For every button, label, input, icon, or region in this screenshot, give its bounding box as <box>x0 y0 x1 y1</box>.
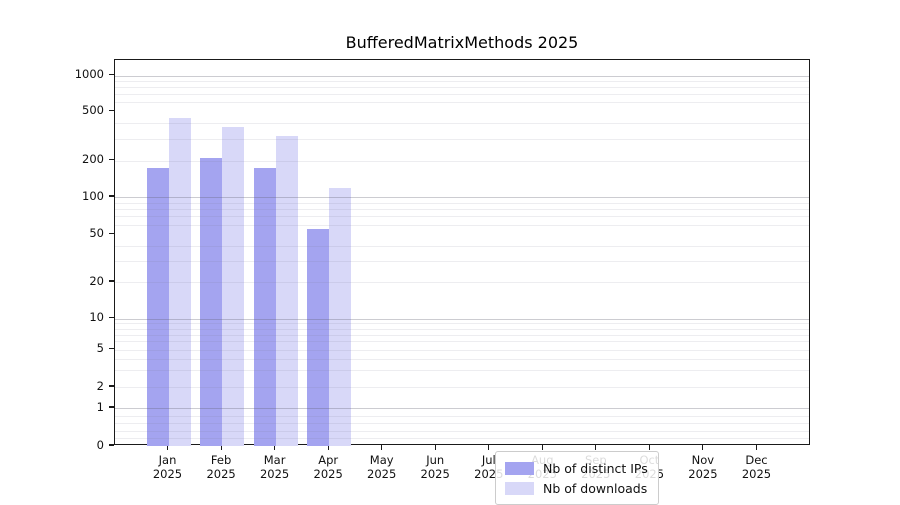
y-tick-label: 100 <box>82 188 104 203</box>
y-tick-label: 200 <box>82 152 104 166</box>
x-tick-mark <box>274 445 276 450</box>
y-tick-label: 10 <box>89 310 104 324</box>
y-tick-mark <box>108 232 114 235</box>
y-tick-label: 20 <box>89 273 104 288</box>
bar-distinct-ips <box>253 167 276 446</box>
y-tick-label: 0 <box>96 437 104 452</box>
legend-label-downloads: Nb of downloads <box>543 480 648 496</box>
y-tick-label: 1000 <box>74 67 104 81</box>
chart-title: BufferedMatrixMethods 2025 <box>345 33 579 52</box>
x-tick-mark <box>755 445 758 450</box>
legend-label-distinct-ips: Nb of distinct IPs <box>543 460 648 476</box>
x-tick-label: Jun 2025 <box>420 453 450 481</box>
legend: Nb of distinct IPs Nb of downloads <box>495 451 659 505</box>
legend-swatch-downloads <box>505 481 534 495</box>
x-tick-mark <box>220 445 222 450</box>
x-tick-label: Nov 2025 <box>688 453 718 481</box>
y-tick-mark <box>108 280 114 282</box>
bars-layer <box>115 60 809 446</box>
bar-distinct-ips <box>200 157 223 446</box>
x-tick-mark <box>702 445 704 450</box>
y-tick-mark <box>108 73 114 76</box>
legend-swatch-distinct-ips <box>505 461 534 475</box>
y-tick-mark <box>108 347 114 350</box>
y-tick-mark <box>108 109 114 112</box>
x-tick-label: Dec 2025 <box>741 453 772 481</box>
x-tick-mark <box>434 445 436 450</box>
bar-distinct-ips <box>307 229 330 446</box>
y-tick-mark <box>108 195 114 197</box>
x-tick-mark <box>648 445 650 450</box>
x-tick-mark <box>166 445 169 450</box>
bar-distinct-ips <box>146 167 169 446</box>
y-tick-label: 1 <box>96 399 104 414</box>
y-tick-mark <box>108 444 114 446</box>
x-tick-label: Mar 2025 <box>259 453 290 481</box>
x-tick-mark <box>595 445 597 450</box>
y-tick-label: 500 <box>82 103 104 117</box>
x-tick-label: Jan 2025 <box>152 453 183 481</box>
x-tick-label: Apr 2025 <box>313 453 343 481</box>
bar-downloads <box>329 187 352 446</box>
y-tick-mark <box>108 406 114 408</box>
x-tick-mark <box>327 445 329 450</box>
x-tick-mark <box>541 445 543 450</box>
plot-area: Nb of distinct IPs Nb of downloads <box>114 59 810 505</box>
y-tick-label: 2 <box>96 378 104 393</box>
x-tick-label: Feb 2025 <box>206 453 236 481</box>
y-tick-mark <box>108 385 114 387</box>
legend-row-downloads: Nb of downloads <box>505 478 648 498</box>
x-tick-mark <box>381 445 383 450</box>
y-tick-mark <box>108 158 114 161</box>
x-tick-mark <box>488 445 490 450</box>
bar-downloads <box>168 118 191 446</box>
bar-downloads <box>275 136 298 446</box>
y-tick-label: 50 <box>89 226 104 240</box>
legend-row-distinct-ips: Nb of distinct IPs <box>505 458 648 478</box>
bar-downloads <box>222 126 245 446</box>
y-tick-mark <box>108 316 114 319</box>
y-tick-label: 5 <box>96 341 104 355</box>
x-tick-label: May 2025 <box>367 453 397 481</box>
